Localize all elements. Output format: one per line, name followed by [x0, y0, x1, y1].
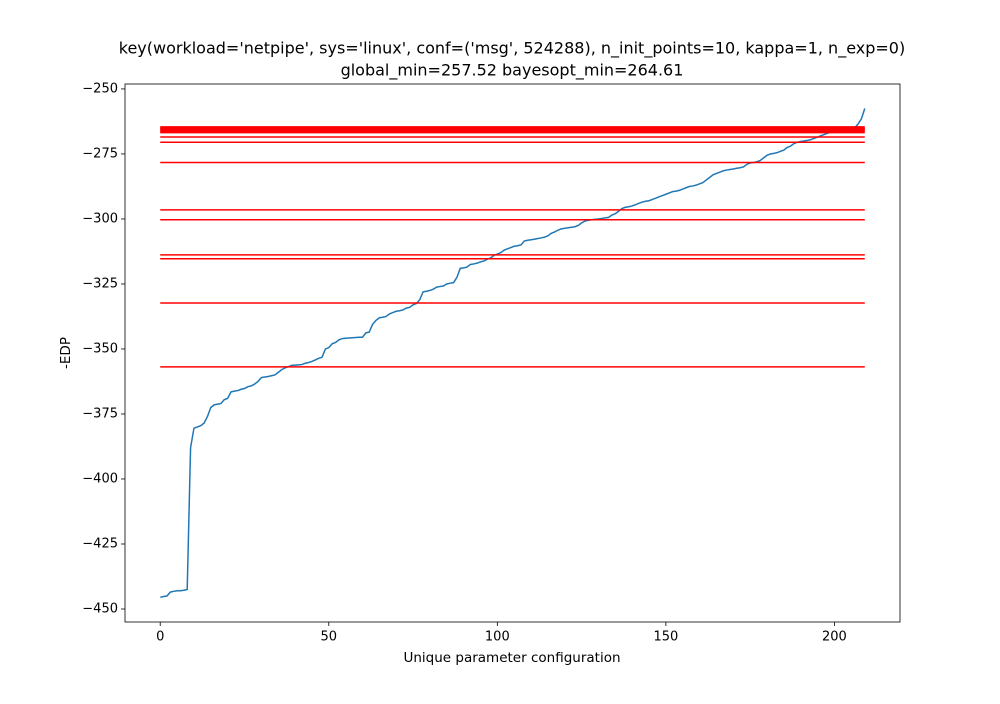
x-tick-label: 50 — [321, 630, 338, 645]
y-tick-label: −400 — [82, 471, 118, 486]
y-tick-label: −250 — [82, 81, 118, 96]
chart-subtitle: global_min=257.52 bayesopt_min=264.61 — [341, 61, 684, 81]
x-tick-label: 200 — [822, 630, 847, 645]
y-tick-label: −325 — [82, 276, 118, 291]
y-tick-label: −275 — [82, 146, 118, 161]
x-tick-label: 150 — [653, 630, 678, 645]
x-axis-label: Unique parameter configuration — [403, 650, 620, 666]
y-axis-label: -EDP — [58, 337, 74, 369]
y-tick-label: −375 — [82, 406, 118, 421]
plot-frame — [124, 83, 901, 623]
y-tick-label: −350 — [82, 341, 118, 356]
y-tick-label: −450 — [82, 601, 118, 616]
data-line — [160, 108, 866, 599]
x-tick-label: 100 — [485, 630, 510, 645]
y-tick-label: −425 — [82, 536, 118, 551]
chart-title: key(workload='netpipe', sys='linux', con… — [119, 39, 905, 59]
y-tick-label: −300 — [82, 211, 118, 226]
x-tick-label: 0 — [156, 630, 164, 645]
